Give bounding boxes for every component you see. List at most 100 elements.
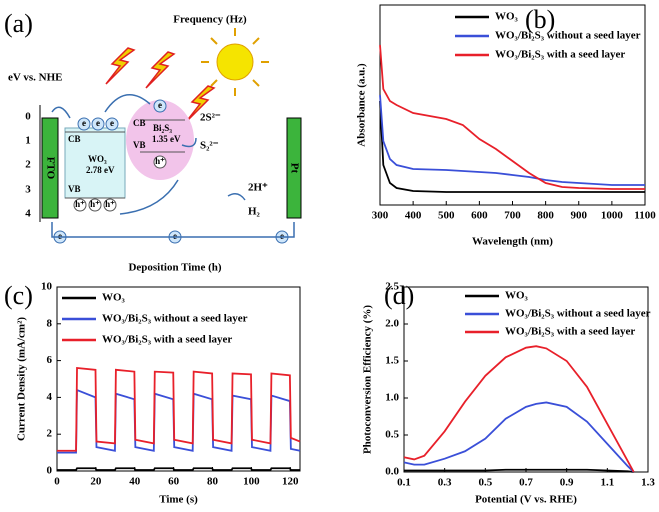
electron-label: e	[158, 100, 162, 110]
diagram-title: Frequency (Hz)	[173, 14, 247, 26]
x-tick-label: 900	[571, 210, 588, 222]
bi2s3-gap: 1.35 eV	[152, 134, 181, 144]
y-tick-label: 0.5	[385, 429, 399, 441]
y-tick-label: 8	[47, 317, 53, 329]
y-tick-label: 2	[47, 428, 53, 440]
x-tick-label: 60	[168, 476, 180, 488]
legend-label: WO₃/Bi₂S₃ with a seed layer	[102, 334, 232, 346]
energy-tick: 0	[25, 111, 31, 123]
series-line	[57, 467, 300, 471]
legend-label: WO₃/Bi₂S₃ with a seed layer	[495, 49, 625, 61]
diagram: (a) Frequency (Hz) eV vs. NHE 0 1 2 3 4 …	[4, 9, 302, 244]
legend-label: WO₃/Bi₂S₃ without a seed layer	[495, 30, 641, 42]
plot-frame	[56, 286, 301, 472]
holes	[73, 155, 167, 212]
y-tick-label: 4	[47, 391, 53, 403]
electron-label: e	[96, 118, 100, 128]
light-bolts	[105, 47, 216, 123]
transfer-arrows	[51, 94, 295, 238]
pt-label: Pt	[288, 163, 300, 174]
energy-tick: 2	[25, 159, 31, 171]
y-tick-label: 10	[41, 281, 53, 293]
x-tick-label: 0	[54, 476, 60, 488]
series-line	[403, 345, 635, 473]
electron-label: e	[280, 231, 284, 241]
y-tick-label: 6	[47, 354, 53, 366]
x-tick-label: 700	[504, 210, 521, 222]
series-line	[379, 100, 645, 193]
y-tick-label: 2.0	[385, 318, 399, 330]
species-label: 2S²⁻	[200, 112, 221, 124]
series-line	[57, 388, 301, 454]
panel-label: (b)	[525, 5, 555, 34]
bi2s3-cb-label: CB	[133, 118, 146, 128]
series-line	[403, 401, 635, 473]
panel-label: (d)	[384, 281, 414, 310]
y-tick-label: 0	[47, 465, 53, 477]
hole-label: h⁺	[155, 156, 165, 166]
x-tick-label: 0.7	[519, 477, 533, 489]
y-tick-label: 1.0	[385, 392, 399, 404]
pt-electrode	[286, 117, 302, 219]
series-line	[57, 366, 301, 452]
x-tick-label: 800	[537, 210, 554, 222]
y-axis-label: Absorbance (a.u.)	[356, 63, 368, 147]
x-tick-label: 300	[372, 210, 389, 222]
x-tick-label: 1.3	[641, 477, 655, 489]
y-axis-label: Photoconversion Efficiency (%)	[362, 305, 374, 454]
electron-label: e	[110, 118, 114, 128]
electron-label: e	[58, 231, 62, 241]
x-tick-label: 1.1	[600, 477, 614, 489]
legend-label: WO₃	[505, 290, 529, 302]
energy-axis-label: eV vs. NHE	[8, 72, 63, 84]
series-line	[379, 44, 645, 190]
chart-title: Deposition Time (h)	[128, 262, 221, 274]
y-tick-label: 1.5	[385, 355, 399, 367]
y-tick-label: 0.0	[385, 466, 399, 478]
electron-label: e	[173, 231, 177, 241]
x-tick-label: 120	[282, 476, 299, 488]
x-tick-label: 80	[207, 476, 219, 488]
x-axis-label: Time (s)	[159, 494, 198, 506]
sun	[216, 43, 254, 81]
x-tick-label: 100	[243, 476, 260, 488]
energy-tick: 1	[25, 135, 31, 147]
species-label: 2H⁺	[248, 182, 268, 194]
x-axis-label: Potential (V vs. RHE)	[475, 494, 577, 506]
legend-label: WO₃/Bi₂S₃ without a seed layer	[505, 308, 651, 320]
wo3-gap: 2.78 eV	[86, 165, 115, 175]
wo3-cb-label: CB	[68, 134, 81, 144]
energy-tick: 3	[25, 184, 31, 196]
series-line	[379, 94, 645, 186]
x-tick-label: 20	[90, 476, 102, 488]
fto-label: FTO	[44, 157, 56, 180]
wo3-vb-label: VB	[68, 184, 81, 194]
hole-label: h⁺	[75, 199, 85, 209]
x-tick-label: 0.3	[438, 477, 452, 489]
legend-label: WO₃/Bi₂S₃ without a seed layer	[102, 313, 248, 325]
species-label: H₂	[248, 206, 261, 218]
x-tick-label: 400	[405, 210, 422, 222]
fto-electrode	[41, 117, 59, 219]
electron-label: e	[82, 118, 86, 128]
legend-label: WO₃	[102, 292, 126, 304]
x-axis-label: Wavelength (nm)	[472, 236, 553, 248]
x-tick-label: 0.9	[560, 477, 574, 489]
charts: (b)300 400 500 600 700 800 900 1000 1100Absorban…	[4, 4, 656, 506]
legend-label: WO₃/Bi₂S₃ with a seed layer	[505, 326, 635, 338]
species-label: S₂²⁻	[200, 140, 219, 152]
x-tick-label: 0.1	[397, 477, 411, 489]
bi2s3-name: Bi₂S₃	[153, 123, 172, 133]
energy-tick: 4	[25, 208, 31, 220]
panel-label: (a)	[4, 9, 33, 38]
wo3-box	[64, 127, 126, 199]
x-tick-label: 500	[438, 210, 455, 222]
x-tick-label: 600	[471, 210, 488, 222]
y-axis-label: Current Density (mA/cm²)	[16, 317, 28, 441]
x-tick-label: 1100	[634, 210, 656, 222]
legend-label: WO₃	[495, 11, 519, 23]
x-tick-label: 40	[129, 476, 141, 488]
sun-rays	[201, 28, 269, 96]
hole-label: h⁺	[90, 199, 100, 209]
